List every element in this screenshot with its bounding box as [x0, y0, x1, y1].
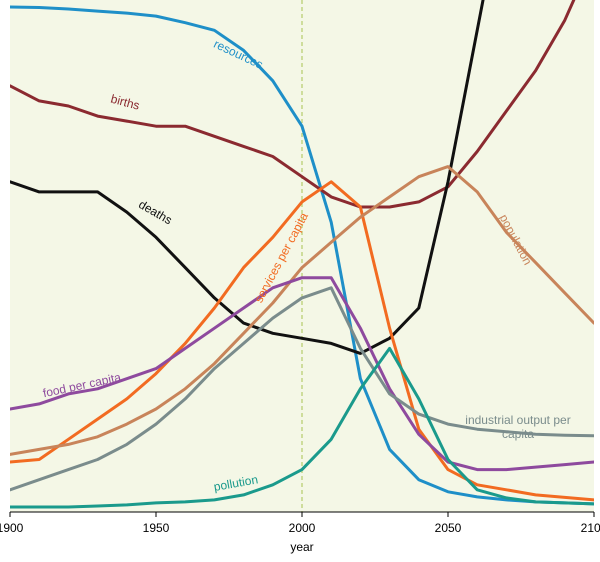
x-tick-label: 2050 — [435, 521, 462, 535]
plot-lines — [10, 0, 594, 509]
x-tick-label: 1900 — [0, 521, 24, 535]
x-axis-label: year — [290, 540, 313, 554]
series-line — [10, 346, 594, 509]
series-line — [10, 165, 594, 456]
series-label: industrial output per capita — [465, 413, 571, 441]
series-line — [10, 0, 485, 355]
series-line — [10, 0, 576, 209]
x-tick-label: 1950 — [143, 521, 170, 535]
series-line — [10, 276, 594, 472]
x-tick-label: 2100 — [581, 521, 600, 535]
x-tick-label: 2000 — [289, 521, 316, 535]
series-line — [10, 5, 594, 506]
series-line — [10, 286, 594, 492]
series-line — [10, 180, 594, 502]
